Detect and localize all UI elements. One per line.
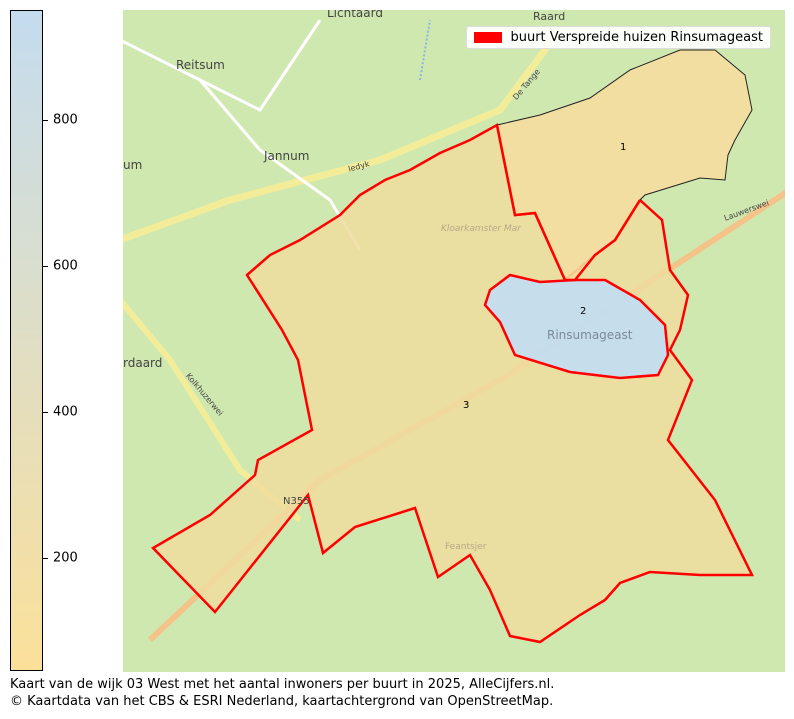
caption-line1: Kaart van de wijk 03 West met het aantal… [10,677,555,692]
colorbar-tick [43,558,48,559]
legend-swatch [474,32,503,43]
colorbar [10,10,43,671]
place-label: rdaard [123,356,163,370]
region-1-border [495,124,642,282]
place-label: Raard [533,10,566,23]
place-label: Reitsum [176,58,225,72]
caption-line2: © Kaartdata van het CBS & ESRI Nederland… [10,694,554,709]
colorbar-label: 200 [53,550,78,566]
colorbar-tick [43,120,48,121]
map-svg [123,19,785,644]
colorbar-tick [43,266,48,267]
place-label: Jannum [264,149,310,163]
place-label: Feantsjer [445,542,487,552]
map[interactable]: Lichtaard Reitsum Jannum um rdaard Rinsu… [123,10,785,672]
colorbar-tick [43,412,48,413]
legend: buurt Verspreide huizen Rinsumageast [466,26,771,49]
place-label: Kloarkamster Mar [441,224,521,234]
colorbar-label: 400 [53,404,78,420]
region-3 [150,123,755,644]
road [123,19,322,112]
region-label: 3 [463,400,470,411]
legend-label: buurt Verspreide huizen Rinsumageast [510,30,763,45]
region-label: 1 [620,142,627,153]
road-iedyk [123,27,563,243]
place-label: Rinsumageast [547,328,633,342]
place-label: um [123,158,143,172]
region-2 [483,273,670,380]
waterway [419,19,431,81]
colorbar-label: 600 [53,258,78,274]
region-label: 2 [580,306,587,317]
colorbar-label: 800 [53,112,78,128]
road-label: N355 [283,496,310,507]
place-label: Lichtaard [327,10,383,20]
